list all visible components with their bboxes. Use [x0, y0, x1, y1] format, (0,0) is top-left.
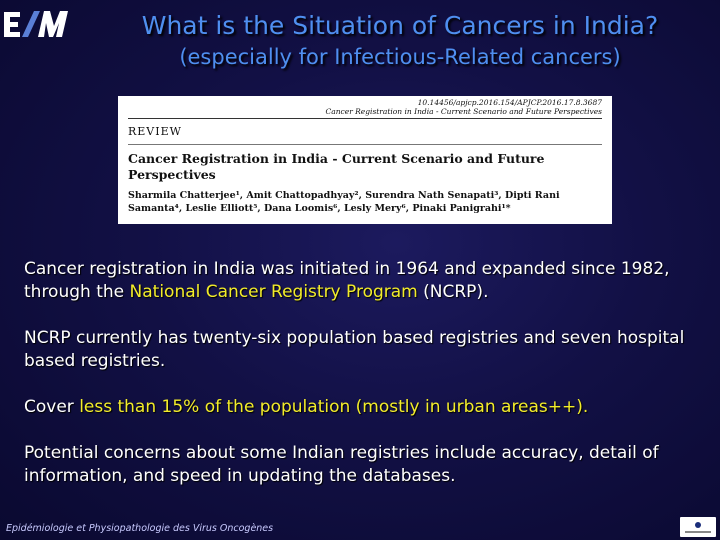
paper-article-type: REVIEW	[128, 125, 182, 138]
paragraph-registries-count: NCRP currently has twenty-six population…	[24, 328, 685, 371]
p1-text-b: (NCRP).	[417, 282, 489, 302]
title-line-2: (especially for Infectious-Related cance…	[179, 45, 621, 69]
logo-graphic	[4, 11, 68, 37]
institution-logo-icon	[680, 517, 716, 537]
paper-rule	[128, 118, 602, 119]
paper-authors: Sharmila Chatterjee¹, Amit Chattopadhyay…	[128, 190, 560, 214]
paper-snippet-image: 10.14456/apjcp.2016.154/APJCP.2016.17.8.…	[118, 96, 612, 224]
paper-title: Cancer Registration in India - Current S…	[128, 151, 545, 182]
p3-text-a: Cover	[24, 397, 80, 417]
paragraph-registration-history: Cancer registration in India was initiat…	[24, 258, 704, 304]
title-line-1: What is the Situation of Cancers in Indi…	[141, 11, 659, 40]
paragraph-concerns: Potential concerns about some Indian reg…	[24, 443, 659, 486]
p1-highlight: National Cancer Registry Program	[129, 282, 418, 302]
badge-dot	[695, 521, 701, 528]
paper-doi: 10.14456/apjcp.2016.154/APJCP.2016.17.8.…	[417, 98, 602, 107]
paper-running-head: Cancer Registration in India - Current S…	[325, 107, 602, 116]
p1-text-a: Cancer registration in India was initiat…	[24, 259, 670, 302]
slide-body: Cancer registration in India was initiat…	[24, 258, 704, 511]
footer-lab-name: Epidémiologie et Physiopathologie des Vi…	[6, 523, 274, 534]
epvo-logo	[2, 6, 74, 42]
badge-bar	[685, 530, 711, 533]
p3-highlight: less than 15% of the population (mostly …	[79, 397, 589, 417]
paper-rule-2	[128, 144, 602, 145]
slide-title: What is the Situation of Cancers in Indi…	[90, 10, 710, 72]
paragraph-coverage: Cover less than 15% of the population (m…	[24, 396, 704, 419]
